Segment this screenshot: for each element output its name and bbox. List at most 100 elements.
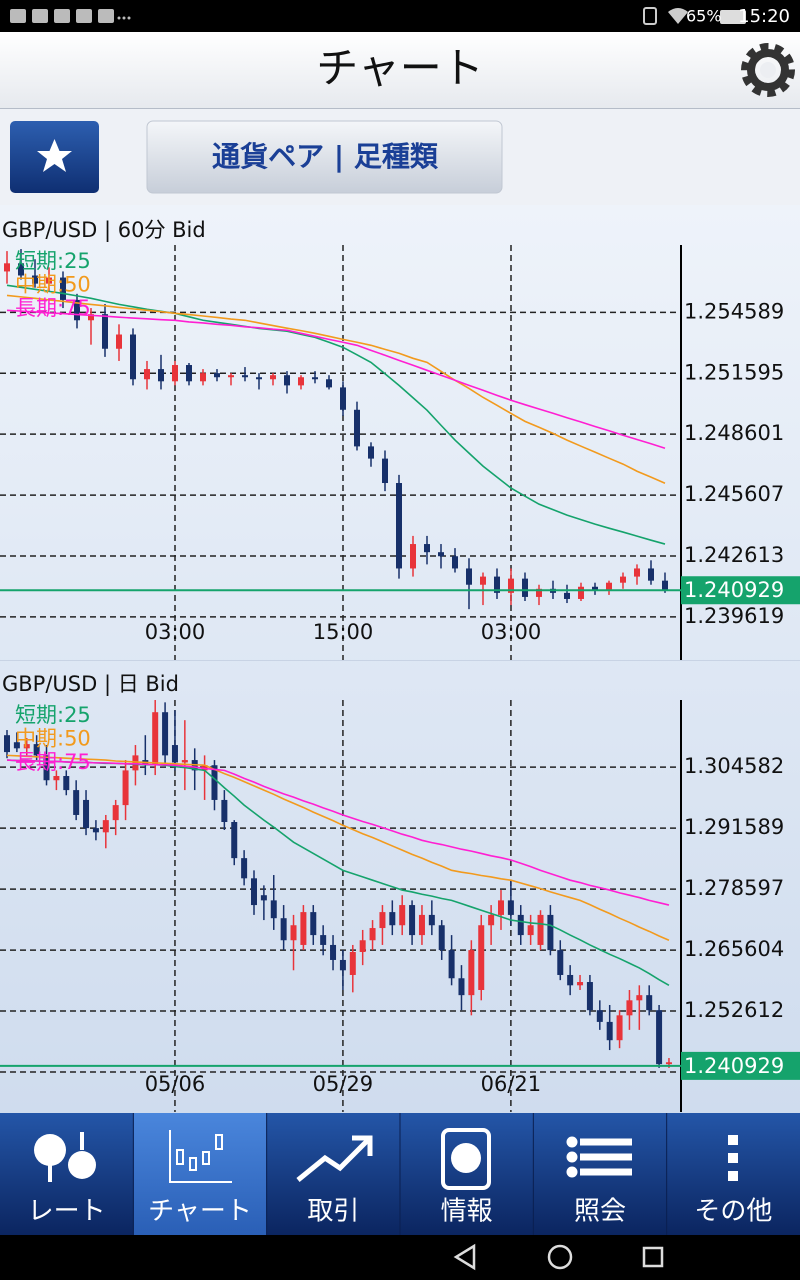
candle-body [626, 1000, 633, 1016]
candle-body [221, 799, 228, 823]
candle-body [527, 925, 534, 936]
candle-body [596, 1010, 603, 1022]
candle-body [92, 828, 99, 833]
candle-body [354, 409, 360, 447]
candle-body [662, 580, 668, 591]
home-button[interactable] [547, 1244, 573, 1270]
candle-body [656, 1010, 663, 1065]
header-title: チャート [316, 44, 484, 93]
candle-body [256, 377, 262, 380]
candle-body [648, 568, 654, 581]
candle-body [260, 895, 267, 901]
candle-body [480, 576, 486, 585]
inquiry-icon [566, 1136, 632, 1178]
candle-body [438, 925, 445, 951]
system-nav [0, 1235, 800, 1280]
candle-body [359, 940, 366, 952]
x-tick-label: 05/06 [145, 1072, 206, 1096]
candle-body [557, 950, 564, 975]
candle-body [73, 790, 80, 815]
candle-body [494, 576, 500, 593]
candle-body [606, 1021, 613, 1041]
pair-button-label: 通貨ペア | 足種類 [212, 140, 439, 173]
x-tick-label: 03:00 [481, 620, 542, 644]
candle-body [83, 799, 90, 829]
info-icon [441, 1128, 491, 1190]
legend-entry: 長期:75 [15, 296, 91, 320]
candle-body [368, 446, 374, 459]
candle-body [396, 483, 402, 569]
x-tick-label: 06/21 [481, 1072, 542, 1096]
candle-body [517, 914, 524, 936]
nav-label: チャート [148, 1197, 252, 1227]
candle-body [122, 770, 129, 806]
candle-body [270, 900, 277, 919]
candle-body [578, 586, 584, 599]
candle-body [300, 912, 307, 945]
candle-body [13, 742, 20, 749]
candle-body [158, 369, 164, 382]
legend-entry: 中期:50 [15, 727, 91, 751]
y-tick-label: 1.265604 [684, 937, 784, 961]
pair-button[interactable] [146, 120, 503, 194]
chart-icon [169, 1130, 232, 1183]
y-tick-label: 1.291589 [684, 815, 784, 839]
candle-body [536, 588, 542, 597]
moving-average [6, 754, 670, 941]
candle-body [665, 1062, 672, 1065]
candle-body [577, 982, 584, 986]
more-icon [728, 1135, 738, 1181]
candle-body [200, 373, 206, 382]
moving-average [6, 284, 666, 545]
candle-body [63, 776, 70, 791]
candle-body [33, 744, 40, 756]
candle-body [211, 765, 218, 800]
legend-entry: 長期:75 [15, 750, 91, 774]
candle-body [478, 925, 485, 990]
candle-body [4, 735, 10, 753]
current-price-box [681, 576, 800, 605]
candle-body [310, 912, 317, 936]
price-chart: GBP/USD | 日 Bid 1.304582 1.291589 1.278597 1… [0, 672, 800, 1112]
candle-body [228, 375, 234, 378]
moving-average [6, 759, 670, 906]
candle-body [320, 935, 327, 945]
current-price-box [681, 1051, 800, 1080]
settings-button[interactable] [741, 43, 795, 97]
x-tick-label: 03:00 [145, 620, 206, 644]
trade-icon [296, 1135, 373, 1182]
recents-button[interactable] [642, 1246, 664, 1268]
candle-body [298, 377, 304, 386]
candle-body [586, 982, 593, 1011]
nav-item[interactable] [133, 1113, 267, 1235]
candle-body [46, 277, 52, 284]
nav-label: 取引 [307, 1197, 359, 1227]
candle-body [102, 820, 109, 833]
candle-body [326, 379, 332, 388]
current-price-label: 1.240929 [684, 1054, 784, 1078]
y-tick-label: 1.239619 [684, 604, 784, 628]
candle-body [438, 552, 444, 557]
x-tick-label: 15:00 [313, 620, 374, 644]
candle-body [498, 900, 504, 915]
candle-body [488, 914, 495, 926]
candle-body [564, 592, 570, 599]
candle-body [410, 544, 416, 569]
back-button[interactable] [453, 1243, 476, 1271]
nav-label: 照会 [574, 1197, 626, 1227]
candle-body [339, 959, 346, 971]
candle-body [382, 458, 388, 484]
candle-body [452, 556, 458, 569]
candle-body [448, 950, 455, 979]
candle-body [646, 995, 653, 1011]
candle-body [214, 373, 220, 378]
candle-body [32, 275, 38, 284]
y-tick-label: 1.245607 [684, 482, 784, 506]
candle-body [270, 375, 276, 380]
clock: 15:20 [738, 6, 790, 27]
nav-label: レート [28, 1197, 106, 1227]
candle-body [458, 978, 465, 996]
candle-body [186, 365, 192, 382]
candle-body [18, 263, 24, 276]
